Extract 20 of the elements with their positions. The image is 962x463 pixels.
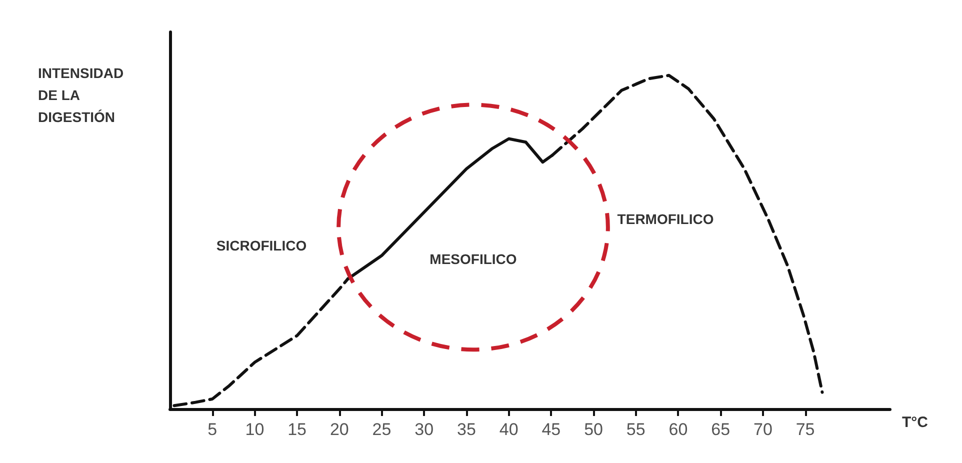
x-tick-label: 10 — [245, 420, 264, 439]
x-tick-label: 40 — [499, 420, 518, 439]
x-tick-label: 25 — [372, 420, 392, 439]
x-tick-label: 50 — [584, 420, 603, 439]
x-tick-label: 45 — [542, 420, 561, 439]
x-tick-label: 70 — [753, 420, 772, 439]
x-tick-label: 60 — [668, 420, 688, 439]
x-tick-label: 55 — [626, 420, 646, 439]
x-tick-label: 75 — [796, 420, 815, 439]
x-tick-label: 35 — [457, 420, 476, 439]
x-axis-title: T°C — [902, 414, 928, 431]
x-tick-label: 20 — [330, 420, 349, 439]
x-tick-label: 15 — [288, 420, 307, 439]
annotation: TERMOFILICO — [617, 210, 714, 227]
x-tick-label: 65 — [711, 420, 730, 439]
x-tick-label: 30 — [414, 420, 434, 439]
x-tick-label: 5 — [208, 420, 218, 439]
y-axis-title: INTENSIDAD DE LA DIGESTIÓN — [38, 65, 124, 125]
annotation: SICROFILICO — [216, 238, 307, 254]
annotation: MESOFILICO — [430, 250, 517, 267]
